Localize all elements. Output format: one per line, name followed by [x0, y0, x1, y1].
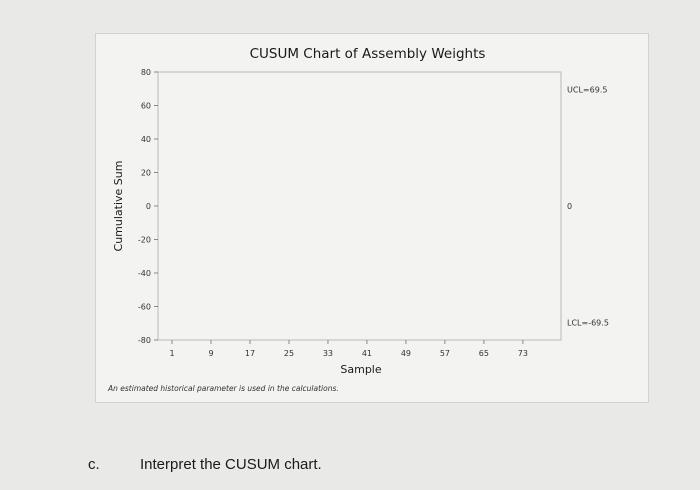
- y-tick-label: 0: [146, 202, 151, 211]
- plot-frame: [157, 71, 562, 341]
- y-tick-label: -20: [138, 236, 151, 245]
- x-tick-label: 25: [284, 349, 294, 358]
- x-tick-label: 9: [208, 349, 213, 358]
- x-tick-label: 33: [323, 349, 333, 358]
- x-tick-label: 1: [169, 349, 174, 358]
- limit-label-lcl: LCL=-69.5: [567, 318, 609, 327]
- x-tick-label: 73: [518, 349, 528, 358]
- y-tick-label: 80: [141, 68, 151, 77]
- y-tick-label: -80: [138, 336, 151, 345]
- y-tick-label: -40: [138, 269, 151, 278]
- chart-figure: -80 -60 -40 -20 0 20 40 60 80 1 9 17 25 33 41 49 57 65 73 U…: [95, 33, 649, 403]
- x-tick-label: 17: [245, 349, 255, 358]
- x-tick-label: 57: [440, 349, 450, 358]
- cusum-chart: -80 -60 -40 -20 0 20 40 60 80 1 9 17 25 33 41 49 57 65 73 U…: [107, 46, 609, 393]
- x-tick-label: 65: [479, 349, 489, 358]
- limit-label-ucl: UCL=69.5: [567, 86, 607, 95]
- center-line-label: 0: [567, 202, 572, 211]
- y-tick-label: 20: [141, 169, 151, 178]
- x-tick-label: 41: [362, 349, 372, 358]
- x-axis-label: Sample: [340, 363, 381, 376]
- chart-footnote: An estimated historical parameter is use…: [107, 384, 339, 393]
- y-axis-label: Cumulative Sum: [112, 161, 125, 252]
- question-text: Interpret the CUSUM chart.: [140, 456, 322, 473]
- chart-title: CUSUM Chart of Assembly Weights: [250, 46, 486, 62]
- x-tick-label: 49: [401, 349, 411, 358]
- y-tick-label: 60: [141, 102, 151, 111]
- question-letter: c.: [88, 456, 100, 473]
- y-tick-label: -60: [138, 303, 151, 312]
- y-tick-label: 40: [141, 135, 151, 144]
